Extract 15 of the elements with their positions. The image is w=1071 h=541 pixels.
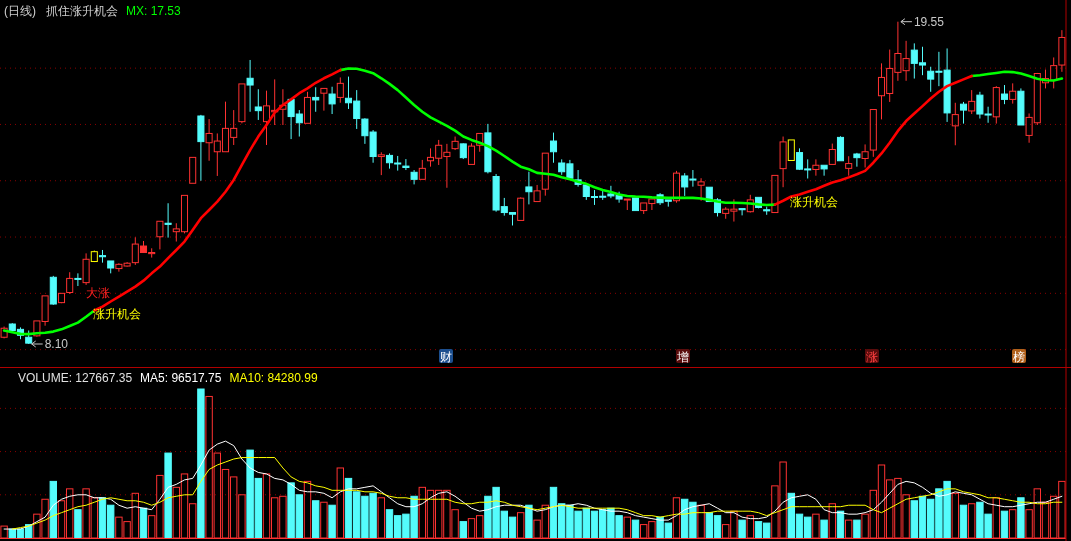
chart-subtitle: 抓住涨升机会 — [46, 4, 118, 18]
annotation: 8.10 — [44, 337, 69, 351]
annotation: 19.55 — [913, 14, 945, 29]
text: MA10: 84280.99 — [229, 371, 318, 385]
annotation: 涨升机会 — [790, 195, 838, 209]
text: 涨 — [866, 350, 878, 364]
text: MA5: 96517.75 — [140, 371, 222, 385]
annotation: 大涨 — [86, 286, 110, 300]
text: 财 — [440, 350, 452, 364]
text: 增 — [676, 350, 689, 364]
annotation: 涨升机会 — [93, 307, 141, 321]
text: MX: 17.53 — [126, 4, 182, 18]
chart-title: VOLUME: 127667.35 — [18, 371, 133, 385]
chart-title: (日线) — [4, 4, 36, 18]
text: 榜 — [1013, 350, 1025, 364]
